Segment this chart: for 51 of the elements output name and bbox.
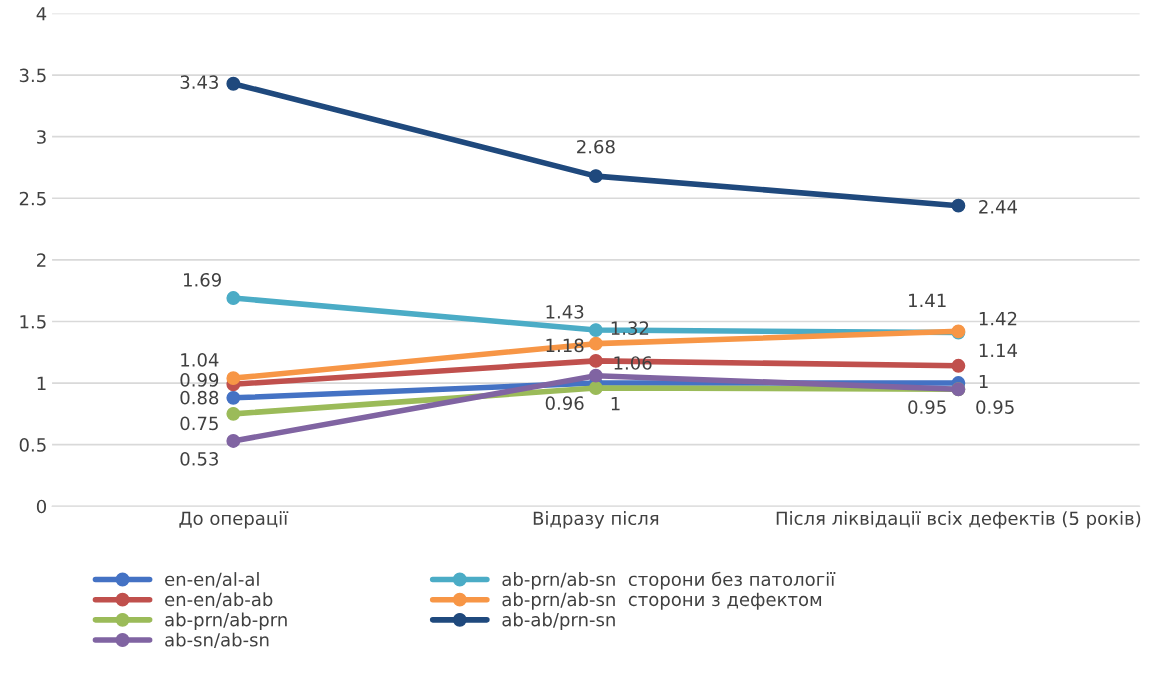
point bbox=[951, 358, 966, 373]
y-tick-label: 0.5 bbox=[19, 438, 46, 452]
point bbox=[226, 406, 241, 421]
data-label: 0.95 bbox=[976, 400, 1014, 414]
y-tick-label: 0 bbox=[36, 499, 46, 514]
data-label: 0.88 bbox=[180, 390, 219, 405]
data-label: 1.43 bbox=[546, 305, 584, 319]
point bbox=[588, 169, 603, 184]
y-tick-label: 3.5 bbox=[19, 68, 46, 83]
data-label: 0.95 bbox=[908, 400, 946, 414]
point bbox=[226, 291, 241, 306]
legend-label: ab-prn/ab-sn сторони без патології bbox=[502, 571, 836, 590]
data-label: 1 bbox=[611, 397, 620, 411]
y-tick-label: 3 bbox=[37, 130, 46, 144]
data-label: 0.99 bbox=[180, 373, 219, 387]
y-tick-label: 2 bbox=[37, 253, 46, 267]
point bbox=[226, 390, 241, 405]
point bbox=[226, 76, 241, 91]
point bbox=[226, 371, 241, 386]
y-tick-label: 1 bbox=[37, 376, 46, 390]
data-label: 1.41 bbox=[909, 293, 946, 307]
data-label: 0.75 bbox=[180, 416, 218, 431]
point bbox=[588, 323, 603, 338]
data-label: 0.53 bbox=[180, 451, 218, 466]
y-tick-label: 4 bbox=[36, 7, 47, 21]
legend-label: en-en/ab-ab bbox=[165, 592, 273, 608]
y-tick-label: 2.5 bbox=[19, 191, 46, 206]
point bbox=[226, 434, 241, 448]
point bbox=[951, 198, 966, 213]
legend-label: ab-prn/ab-sn сторони з дефектом bbox=[502, 592, 822, 610]
x-tick-label: Відразу після bbox=[533, 511, 659, 529]
y-tick-label: 1.5 bbox=[20, 315, 46, 329]
legend-label: ab-ab/prn-sn bbox=[502, 612, 615, 630]
data-label: 2.68 bbox=[577, 139, 615, 154]
point bbox=[588, 381, 603, 395]
data-label: 1.04 bbox=[181, 353, 219, 367]
data-label: 1.14 bbox=[979, 343, 1018, 357]
point bbox=[588, 368, 603, 383]
point bbox=[588, 353, 603, 368]
data-label: 1.69 bbox=[184, 272, 221, 287]
legend-label: en-en/al-al bbox=[165, 572, 259, 588]
data-label: 2.44 bbox=[979, 200, 1018, 214]
legend-label: ab-prn/ab-prn bbox=[165, 612, 287, 630]
data-label: 3.43 bbox=[180, 75, 218, 89]
point bbox=[588, 336, 603, 351]
data-label: 1 bbox=[979, 374, 988, 389]
legend-label: ab-sn/ab-sn bbox=[165, 632, 269, 649]
data-label: 1.42 bbox=[979, 311, 1017, 326]
x-tick-label: Після ліквідації всіх дефектів (5 років) bbox=[776, 511, 1141, 529]
x-tick-label: До операції bbox=[179, 511, 289, 529]
data-label: 0.96 bbox=[545, 396, 584, 410]
